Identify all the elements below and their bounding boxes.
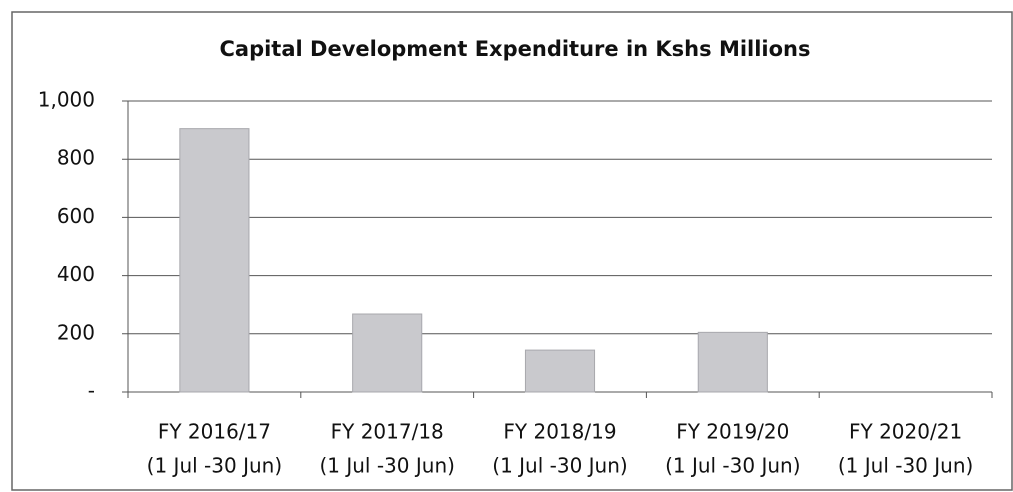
y-tick-label: 400 (57, 262, 95, 286)
x-tick-label: FY 2017/18 (331, 420, 444, 444)
y-tick-label: 200 (57, 320, 95, 344)
chart-border (11, 11, 1013, 491)
x-tick-label: (1 Jul -30 Jun) (838, 454, 973, 478)
y-tick-label: 800 (57, 146, 95, 170)
x-tick-label: (1 Jul -30 Jun) (147, 454, 282, 478)
bar (697, 331, 768, 393)
x-tick-label: FY 2016/17 (158, 420, 271, 444)
x-tick-label: (1 Jul -30 Jun) (319, 454, 454, 478)
chart-title: Capital Development Expenditure in Kshs … (219, 37, 810, 61)
x-tick-label: FY 2019/20 (676, 420, 789, 444)
x-tick-label: FY 2018/19 (503, 420, 616, 444)
y-tick-label: 1,000 (38, 88, 95, 112)
bar (179, 128, 250, 393)
x-tick-label: (1 Jul -30 Jun) (492, 454, 627, 478)
x-tick-label: (1 Jul -30 Jun) (665, 454, 800, 478)
y-tick-label: 600 (57, 204, 95, 228)
bar (524, 349, 596, 393)
y-tick-label: - (88, 379, 95, 403)
x-tick-label: FY 2020/21 (849, 420, 962, 444)
bar (352, 313, 423, 393)
